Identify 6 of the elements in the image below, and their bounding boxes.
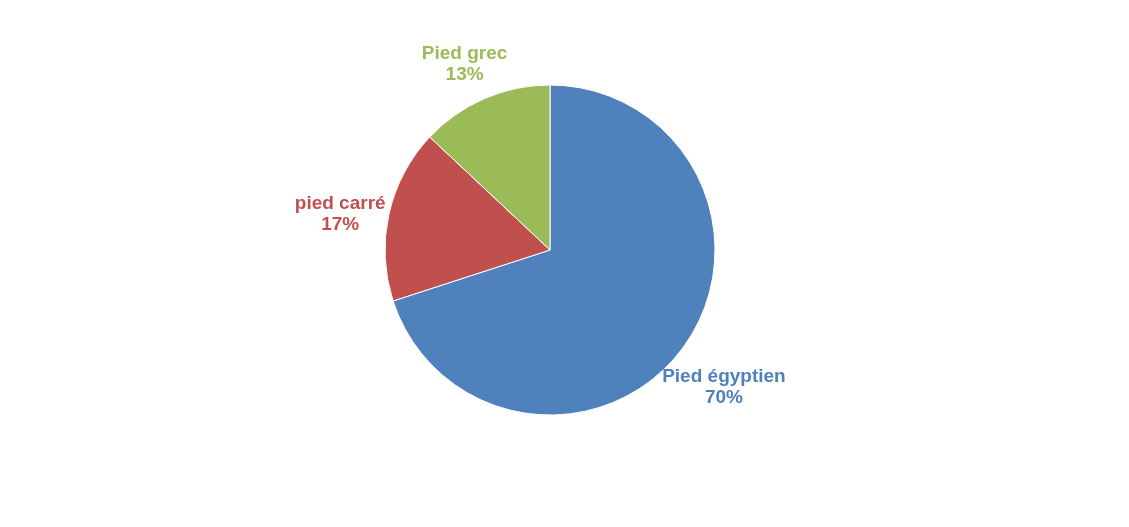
- data-label: 70%: [704, 386, 744, 408]
- data-label: 17%: [321, 213, 360, 235]
- slice-label: Pied égyptien: [662, 365, 786, 387]
- data-label: 13%: [445, 62, 484, 84]
- slice-label: Pied grec: [421, 41, 508, 63]
- slice-label: pied carré: [294, 192, 386, 214]
